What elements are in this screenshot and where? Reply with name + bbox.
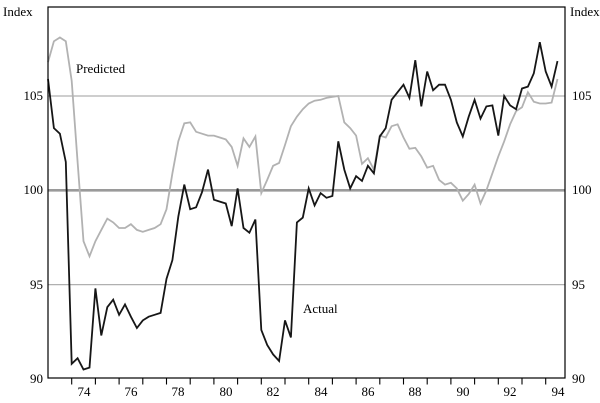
- x-tick-label-88: 88: [408, 384, 422, 399]
- x-tick-label-84: 84: [314, 384, 328, 399]
- y-tick-label-right-105: 105: [572, 88, 592, 103]
- series-label-actual: Actual: [303, 301, 338, 316]
- x-tick-label-94: 94: [551, 384, 565, 399]
- y-axis-title-right: Index: [570, 4, 600, 19]
- y-tick-label-left-105: 105: [23, 88, 44, 103]
- x-tick-label-76: 76: [124, 384, 138, 399]
- x-tick-label-90: 90: [456, 384, 470, 399]
- y-tick-label-right-95: 95: [572, 277, 585, 292]
- y-tick-label-left-95: 95: [30, 277, 43, 292]
- x-tick-label-86: 86: [361, 384, 375, 399]
- y-tick-label-left-90: 90: [30, 371, 43, 386]
- x-tick-label-82: 82: [266, 384, 280, 399]
- x-tick-label-80: 80: [219, 384, 233, 399]
- y-tick-label-right-90: 90: [572, 371, 585, 386]
- y-tick-label-left-100: 100: [23, 182, 44, 197]
- series-line-predicted: [47, 36, 559, 259]
- x-tick-label-74: 74: [77, 384, 91, 399]
- x-tick-label-92: 92: [503, 384, 517, 399]
- y-axis-title-left: Index: [3, 4, 33, 19]
- plot-frame: [47, 6, 566, 379]
- series-label-predicted: Predicted: [76, 61, 126, 76]
- series-line-actual: [47, 42, 559, 371]
- x-tick-label-78: 78: [171, 384, 185, 399]
- y-tick-label-right-100: 100: [572, 182, 592, 197]
